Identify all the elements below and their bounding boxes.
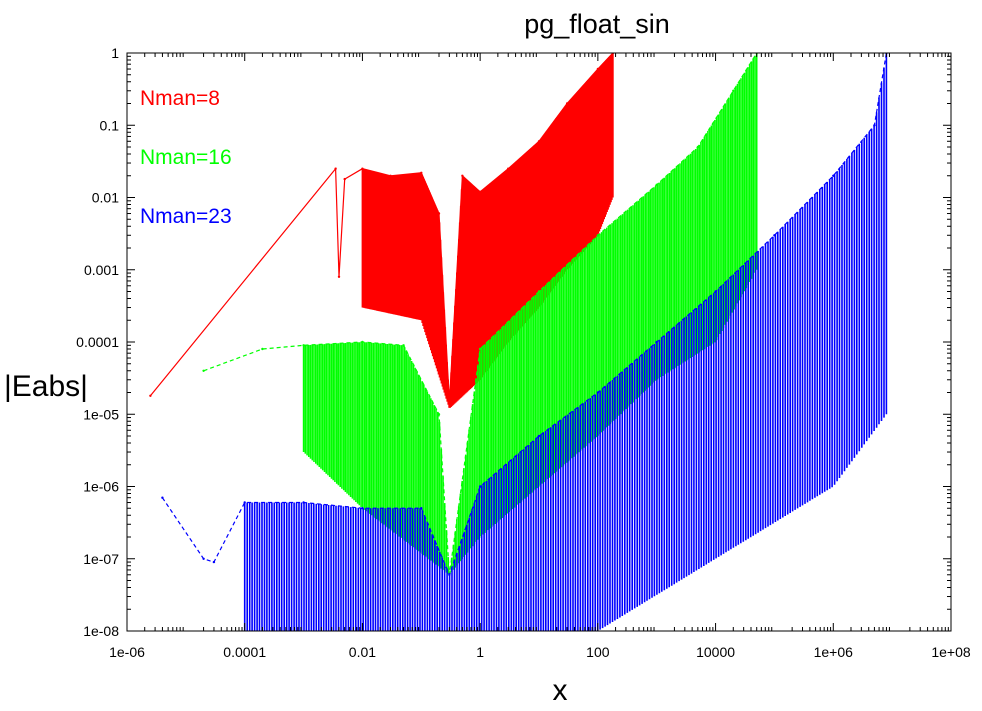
series-2-point [537,290,541,293]
series-3-point [596,391,600,394]
x-tick-label: 1e+06 [814,644,854,660]
series-3-point [873,124,876,127]
series-2-point [361,340,364,344]
x-tick-label: 0.0001 [223,644,266,660]
y-tick-label: 1 [111,45,119,61]
series-3-point [361,507,364,510]
series-2 [202,53,758,576]
series-1-line [149,53,614,402]
series-3-point [478,485,482,488]
series-3-point [202,557,205,560]
series-3-point [212,560,216,564]
series-1-point [334,167,337,170]
series-2-point [437,413,441,416]
series-3-point [832,174,835,177]
series-1-point [149,394,152,397]
legend-label-series-1: Nman=8 [140,87,220,110]
y-tick-label: 1e-05 [83,406,119,422]
series-3-point [420,507,423,510]
series-1-point [478,190,482,193]
series-1-point [537,140,541,143]
y-axis-label: |Eabs| [4,370,88,403]
series-2-point [202,369,205,372]
series-3-point [773,234,776,237]
series-2-point [596,234,600,237]
series-1-point [389,174,392,177]
series-1-point [420,171,423,174]
y-tick-label: 0.01 [92,190,119,206]
y-tick-label: 1e-08 [83,623,119,639]
series-2-line [203,53,758,575]
series-3 [161,53,888,631]
x-axis-label: x [553,674,568,707]
series-2-point [696,145,700,149]
series-1-point [337,275,341,278]
x-tick-label: 1e+08 [931,644,971,660]
legend: Nman=8 Nman=16 Nman=23 [140,87,232,228]
series-1-point [596,67,600,71]
y-tick-label: 1e-07 [83,551,119,567]
x-tick-label: 0.01 [349,644,376,660]
series-1-point [507,167,510,170]
x-tick-label: 1 [476,644,484,660]
series-3-point [243,501,246,504]
series-3-point [161,496,164,499]
series-1-point [448,400,451,403]
x-tick-label: 1e-06 [109,644,145,660]
series-1-point [361,167,364,170]
series-2-point [261,347,264,351]
legend-label-series-2: Nman=16 [140,146,232,169]
series-3-point [537,434,541,438]
series-1-point [343,177,346,181]
x-tick-label: 10000 [696,644,735,660]
series-2-point [302,344,305,347]
series-2-point [478,347,482,351]
series-3-point [302,501,305,504]
series-2-point [732,89,735,93]
series-2-point [402,344,405,347]
y-tick-label: 1e-06 [83,479,119,495]
y-tick-label: 0.001 [84,262,119,278]
series-3-point [448,573,451,576]
series-3-point [655,340,658,344]
series-3-line [161,53,887,577]
series-3-point [714,290,717,293]
plot-area [149,53,888,631]
series-2-point [655,183,658,186]
legend-label-series-3: Nman=23 [140,205,232,228]
series-1-point [437,212,441,215]
chart-title: pg_float_sin [524,9,670,39]
series-1 [149,53,615,408]
series-1-point [565,102,569,105]
y-tick-label: 0.1 [100,117,120,133]
y-tick-label: 0.0001 [76,334,119,350]
series-1-point [461,174,464,177]
x-tick-label: 100 [586,644,610,660]
axis-ticks: 1e-06 0.0001 0.01 1 100 10000 1e+06 1e+08 1 0.1 0.… [76,45,971,660]
